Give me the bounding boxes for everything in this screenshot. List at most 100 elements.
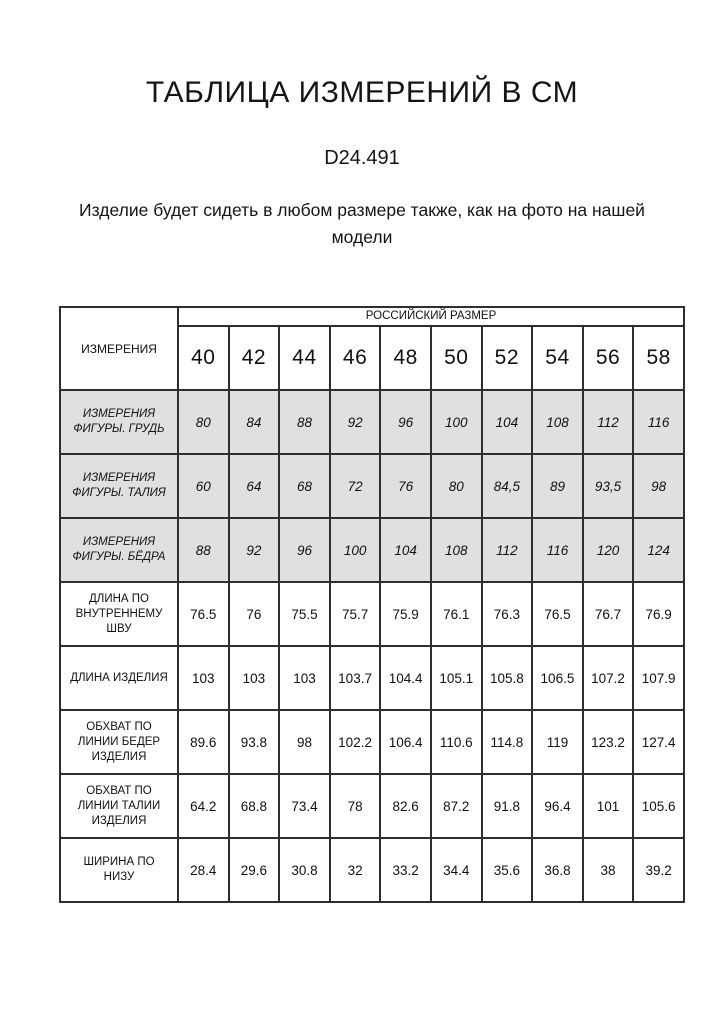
value-cell: 119	[532, 710, 583, 774]
value-cell: 88	[279, 390, 330, 454]
fit-note: Изделие будет сидеть в любом размере так…	[79, 200, 645, 247]
value-cell: 87.2	[430, 774, 482, 838]
value-cell: 107.2	[582, 646, 634, 710]
row-label: ИЗМЕРЕНИЯ ФИГУРЫ. ГРУДЬ	[60, 390, 178, 454]
value-cell: 101	[582, 774, 634, 838]
value-cell: 120	[582, 518, 634, 582]
value-cell: 108	[430, 518, 482, 582]
value-cell: 104	[481, 390, 533, 454]
value-cell: 103	[178, 646, 229, 710]
value-cell: 105.8	[481, 646, 533, 710]
value-cell: 28.4	[178, 838, 229, 902]
size-header-row: 40 42 44 46 48 50 52 54 56 58	[60, 326, 684, 390]
value-cell: 92	[329, 390, 381, 454]
row-label: ИЗМЕРЕНИЯ ФИГУРЫ. БЁДРА	[60, 518, 178, 582]
table-row: ОБХВАТ ПО ЛИНИИ БЕДЕР ИЗДЕЛИЯ 89.6 93.8 98 1…	[60, 710, 684, 774]
value-cell: 64	[228, 454, 280, 518]
value-cell: 123.2	[582, 710, 634, 774]
value-cell: 91.8	[481, 774, 533, 838]
value-cell: 36.8	[532, 838, 583, 902]
article-code: D24.491	[324, 147, 400, 169]
value-cell: 105.6	[633, 774, 684, 838]
value-cell: 75.5	[279, 582, 330, 646]
table-row: ШИРИНА ПО НИЗУ 28.4 29.6 30.8 32 33.2 34.4 35.6…	[60, 838, 684, 902]
table-row: ИЗМЕРЕНИЯ ФИГУРЫ. ГРУДЬ 80 84 88 92 96 100 104 1…	[60, 390, 684, 454]
value-cell: 98	[279, 710, 330, 774]
measurements-header-cell: ИЗМЕРЕНИЯ	[60, 307, 178, 390]
size-column-header: 48	[380, 326, 431, 390]
value-cell: 33.2	[380, 838, 431, 902]
table-row: ОБХВАТ ПО ЛИНИИ ТАЛИИ ИЗДЕЛИЯ 64.2 68.8 73.…	[60, 774, 684, 838]
value-cell: 112	[582, 390, 634, 454]
value-cell: 106.5	[532, 646, 583, 710]
value-cell: 110.6	[430, 710, 482, 774]
value-cell: 68.8	[228, 774, 280, 838]
value-cell: 35.6	[481, 838, 533, 902]
value-cell: 76	[228, 582, 280, 646]
size-column-header: 40	[178, 326, 229, 390]
value-cell: 103	[228, 646, 280, 710]
value-cell: 93,5	[582, 454, 634, 518]
value-cell: 124	[633, 518, 684, 582]
row-label: ШИРИНА ПО НИЗУ	[60, 838, 178, 902]
value-cell: 88	[178, 518, 229, 582]
value-cell: 127.4	[633, 710, 684, 774]
table-row: ИЗМЕРЕНИЯ ФИГУРЫ. ТАЛИЯ 60 64 68 72 76 80 84,5 8…	[60, 454, 684, 518]
value-cell: 98	[633, 454, 684, 518]
value-cell: 76.9	[633, 582, 684, 646]
value-cell: 103	[279, 646, 330, 710]
size-group-header-cell: РОССИЙСКИЙ РАЗМЕР	[178, 307, 684, 326]
value-cell: 102.2	[329, 710, 381, 774]
row-label: ОБХВАТ ПО ЛИНИИ БЕДЕР ИЗДЕЛИЯ	[60, 710, 178, 774]
value-cell: 108	[532, 390, 583, 454]
size-column-header: 56	[582, 326, 634, 390]
value-cell: 116	[633, 390, 684, 454]
value-cell: 107.9	[633, 646, 684, 710]
size-column-header: 52	[481, 326, 533, 390]
value-cell: 76.7	[582, 582, 634, 646]
value-cell: 78	[329, 774, 381, 838]
value-cell: 106.4	[380, 710, 431, 774]
value-cell: 76	[380, 454, 431, 518]
value-cell: 104.4	[380, 646, 431, 710]
row-label: ДЛИНА ИЗДЕЛИЯ	[60, 646, 178, 710]
value-cell: 60	[178, 454, 229, 518]
value-cell: 92	[228, 518, 280, 582]
value-cell: 80	[430, 454, 482, 518]
table-row: ДЛИНА ПО ВНУТРЕННЕМУ ШВУ 76.5 76 75.5 75.7 75…	[60, 582, 684, 646]
size-group-header-row: ИЗМЕРЕНИЯ РОССИЙСКИЙ РАЗМЕР	[60, 307, 684, 390]
value-cell: 96.4	[532, 774, 583, 838]
value-cell: 89	[532, 454, 583, 518]
value-cell: 114.8	[481, 710, 533, 774]
value-cell: 29.6	[228, 838, 280, 902]
value-cell: 38	[582, 838, 634, 902]
value-cell: 32	[329, 838, 381, 902]
value-cell: 96	[380, 390, 431, 454]
size-column-header: 58	[633, 326, 684, 390]
value-cell: 100	[430, 390, 482, 454]
size-column-header: 50	[430, 326, 482, 390]
value-cell: 105.1	[430, 646, 482, 710]
value-cell: 100	[329, 518, 381, 582]
value-cell: 84,5	[481, 454, 533, 518]
value-cell: 76.3	[481, 582, 533, 646]
value-cell: 64.2	[178, 774, 229, 838]
value-cell: 72	[329, 454, 381, 518]
value-cell: 75.7	[329, 582, 381, 646]
value-cell: 103.7	[329, 646, 381, 710]
size-column-header: 46	[329, 326, 381, 390]
value-cell: 96	[279, 518, 330, 582]
value-cell: 116	[532, 518, 583, 582]
row-label: ДЛИНА ПО ВНУТРЕННЕМУ ШВУ	[60, 582, 178, 646]
size-column-header: 44	[279, 326, 330, 390]
row-label: ОБХВАТ ПО ЛИНИИ ТАЛИИ ИЗДЕЛИЯ	[60, 774, 178, 838]
value-cell: 76.5	[178, 582, 229, 646]
value-cell: 89.6	[178, 710, 229, 774]
value-cell: 82.6	[380, 774, 431, 838]
table-row: ДЛИНА ИЗДЕЛИЯ 103 103 103 103.7 104.4 105.1 105…	[60, 646, 684, 710]
value-cell: 104	[380, 518, 431, 582]
value-cell: 34.4	[430, 838, 482, 902]
value-cell: 112	[481, 518, 533, 582]
value-cell: 80	[178, 390, 229, 454]
